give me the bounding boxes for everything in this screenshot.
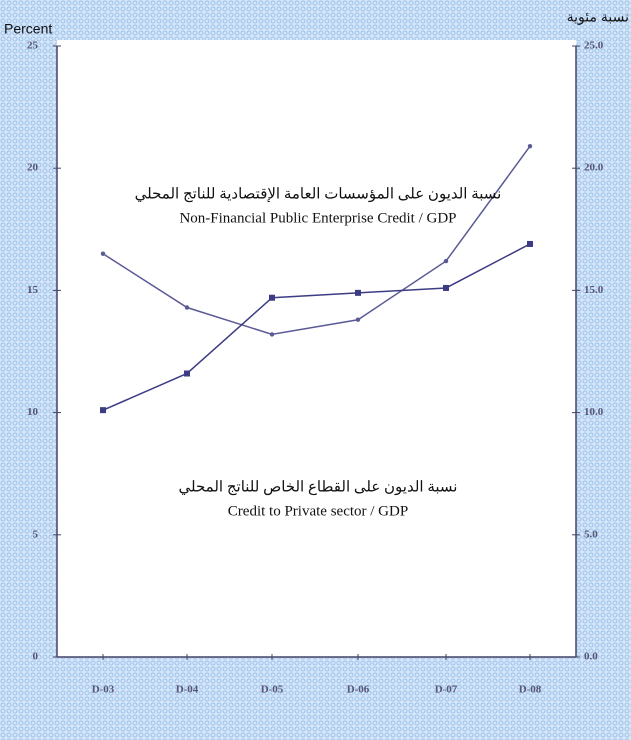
point — [184, 370, 190, 377]
y-tick-label: 25 — [27, 40, 39, 52]
series-line — [102, 243, 531, 411]
y-tick-label: 10 — [27, 406, 39, 418]
point — [527, 144, 533, 149]
annotation: نسبة الديون على المؤسسات العامة الإقتصاد… — [135, 186, 502, 202]
x-tick-label: D-05 — [261, 684, 284, 696]
y-axis-title: Percent — [4, 21, 52, 37]
annotation: Non-Financial Public Enterprise Credit /… — [179, 210, 456, 226]
point — [443, 258, 449, 264]
y2-tick-label: 5.0 — [584, 528, 598, 540]
y2-tick-label: 25.0 — [584, 40, 604, 52]
annotation: نسبة الديون على القطاع الخاص للناتج المح… — [179, 479, 458, 495]
y-tick-label: 15 — [27, 284, 39, 296]
y-tick-label: 0 — [33, 651, 39, 663]
point — [355, 317, 361, 322]
x-tick-label: D-08 — [519, 684, 542, 696]
series-line — [102, 145, 531, 336]
y2-axis-title: نسبة مئوية — [567, 9, 629, 26]
y2-tick-label: 20.0 — [584, 162, 604, 174]
point — [269, 332, 275, 337]
x-tick-label: D-03 — [92, 684, 115, 696]
point — [100, 251, 106, 256]
point — [443, 284, 449, 291]
y-tick-label: 20 — [27, 162, 39, 174]
y2-tick-label: 0.0 — [584, 651, 598, 663]
point — [527, 240, 533, 247]
point — [184, 305, 190, 310]
point — [269, 294, 275, 301]
y2-tick-label: 15.0 — [584, 284, 604, 296]
y-tick-label: 5 — [33, 528, 39, 540]
x-tick-label: D-06 — [347, 684, 370, 696]
x-tick-label: D-07 — [435, 684, 458, 696]
point — [355, 289, 361, 296]
point — [100, 407, 106, 414]
annotation: Credit to Private sector / GDP — [228, 503, 408, 519]
y2-tick-label: 10.0 — [584, 406, 604, 418]
x-tick-label: D-04 — [176, 684, 199, 696]
plot-area — [57, 40, 576, 657]
